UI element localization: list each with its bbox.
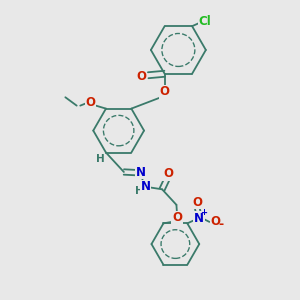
Text: O: O — [86, 96, 96, 109]
Text: O: O — [160, 85, 170, 98]
Text: N: N — [141, 180, 151, 194]
Text: O: O — [163, 167, 173, 180]
Text: Cl: Cl — [199, 15, 211, 28]
Text: O: O — [210, 215, 220, 228]
Text: H: H — [96, 154, 105, 164]
Text: +: + — [200, 208, 207, 217]
Text: -: - — [219, 218, 224, 231]
Text: H: H — [135, 186, 144, 196]
Text: O: O — [136, 70, 147, 83]
Text: O: O — [192, 196, 202, 209]
Text: O: O — [172, 211, 182, 224]
Text: N: N — [136, 166, 146, 179]
Text: N: N — [194, 212, 204, 225]
